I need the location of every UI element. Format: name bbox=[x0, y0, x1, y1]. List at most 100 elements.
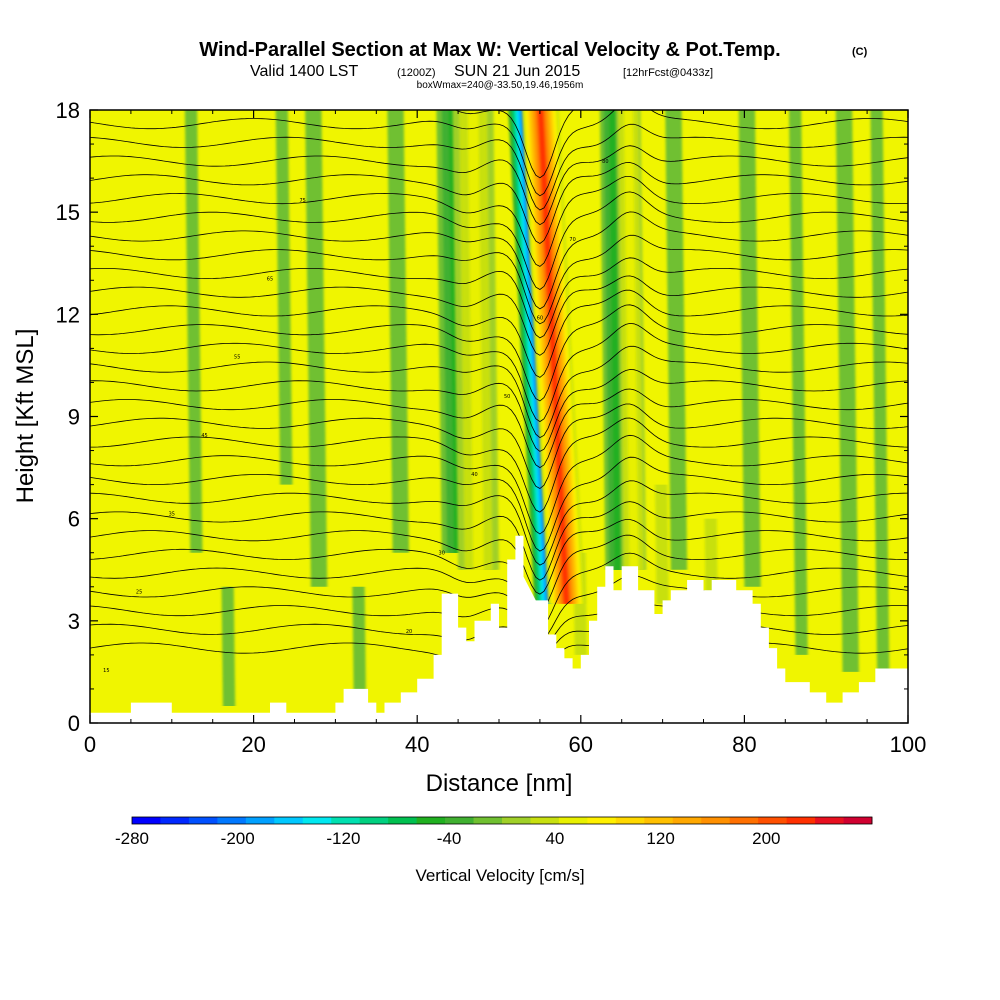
colorbar-swatch bbox=[615, 817, 645, 824]
contour-label: 60 bbox=[537, 315, 543, 321]
chart-title: Wind-Parallel Section at Max W: Vertical… bbox=[199, 39, 780, 61]
updraft-band-level bbox=[469, 110, 482, 570]
y-tick-label: 0 bbox=[68, 711, 80, 736]
pot-temp-contour bbox=[90, 534, 908, 612]
contour-label: 15 bbox=[103, 668, 109, 674]
colorbar-tick-label: -200 bbox=[221, 829, 255, 848]
x-axis-label: Distance [nm] bbox=[426, 770, 573, 797]
x-tick-label: 20 bbox=[241, 732, 265, 757]
colorbar-tick-label: 120 bbox=[646, 829, 674, 848]
weak-band-level bbox=[305, 110, 328, 587]
weak-band-level bbox=[221, 586, 236, 706]
y-tick-label: 6 bbox=[68, 507, 80, 532]
colorbar-tick-label: 200 bbox=[752, 829, 780, 848]
colorbar-tick-label: -40 bbox=[437, 829, 462, 848]
pot-temp-contour bbox=[90, 388, 908, 469]
y-axis-label: Height [Kft MSL] bbox=[12, 329, 39, 504]
contour-label: 30 bbox=[439, 550, 445, 556]
y-tick-label: 3 bbox=[68, 609, 80, 634]
colorbar-swatch bbox=[445, 817, 474, 824]
colorbar-swatch bbox=[758, 817, 788, 824]
weak-band bbox=[788, 110, 808, 655]
contour-label: 80 bbox=[602, 159, 608, 165]
updraft-band-level bbox=[626, 110, 636, 570]
x-axis: 0 20 40 60 80 100 bbox=[84, 110, 926, 757]
colorbar-swatch bbox=[245, 817, 275, 824]
pot-temp-contour bbox=[90, 575, 908, 641]
contour-label: 25 bbox=[136, 590, 142, 596]
pot-temp-contour bbox=[90, 417, 908, 513]
colorbar-tick-label: 40 bbox=[545, 829, 564, 848]
contour-label: 45 bbox=[201, 433, 207, 439]
weak-band-level bbox=[655, 484, 669, 604]
x-tick-label: 0 bbox=[84, 732, 96, 757]
downdraft-band-level bbox=[610, 110, 620, 570]
pot-temp-contour bbox=[90, 123, 908, 211]
colorbar-swatch bbox=[558, 817, 588, 824]
colorbar-swatch bbox=[729, 817, 759, 824]
colorbar-swatch bbox=[359, 817, 389, 824]
colorbar-swatch bbox=[644, 817, 674, 824]
pot-temp-contour bbox=[90, 289, 908, 378]
contour-label: 55 bbox=[234, 355, 240, 361]
weak-band bbox=[665, 110, 688, 570]
colorbar-tick-label: -120 bbox=[326, 829, 360, 848]
pot-temp-contour bbox=[90, 191, 908, 290]
colorbar-swatch bbox=[302, 817, 332, 824]
pot-temp-contour bbox=[90, 501, 908, 581]
weak-band-level bbox=[387, 110, 410, 553]
colorbar-swatch bbox=[587, 817, 617, 824]
colorbar-swatch bbox=[530, 817, 560, 824]
colorbar-swatch bbox=[160, 817, 190, 824]
pot-temp-contour bbox=[90, 211, 908, 310]
pot-temp-contour bbox=[90, 403, 908, 489]
updraft-band bbox=[616, 110, 647, 570]
colorbar-swatch bbox=[331, 817, 361, 824]
contour-label: 70 bbox=[569, 237, 575, 243]
weak-band-level bbox=[352, 586, 367, 706]
weak-band-level bbox=[665, 110, 688, 570]
weak-band-level bbox=[870, 110, 890, 689]
pot-temp-contour bbox=[90, 234, 908, 325]
y-tick-label: 12 bbox=[56, 302, 80, 327]
weak-band-level bbox=[738, 110, 761, 587]
colorbar-swatch bbox=[786, 817, 816, 824]
weak-band bbox=[221, 586, 236, 706]
pot-temp-contour bbox=[90, 304, 908, 402]
pot-temp-contour bbox=[90, 456, 908, 552]
pot-temp-contour bbox=[90, 145, 908, 226]
pot-temp-contour bbox=[90, 257, 908, 339]
colorbar-frame bbox=[131, 816, 873, 825]
colorbar-swatch bbox=[217, 817, 247, 824]
pot-temp-contour bbox=[90, 369, 908, 452]
contour-label: 65 bbox=[267, 276, 273, 282]
weak-band-level bbox=[835, 110, 859, 672]
y-tick-label: 9 bbox=[68, 405, 80, 430]
x-tick-label: 80 bbox=[732, 732, 756, 757]
colorbar-swatch bbox=[132, 817, 161, 824]
title-units-tag: (C) bbox=[852, 46, 868, 58]
pot-temp-contour bbox=[90, 519, 908, 595]
pot-temp-contour bbox=[90, 322, 908, 423]
pot-temp-contour bbox=[90, 345, 908, 439]
x-tick-label: 60 bbox=[569, 732, 593, 757]
weak-band bbox=[738, 110, 761, 587]
weak-band bbox=[184, 110, 203, 553]
pot-temp-contour bbox=[90, 552, 908, 629]
contour-label: 20 bbox=[406, 629, 412, 635]
pot-temp-contour bbox=[90, 110, 908, 197]
pot-temp-contours: 15 20 25 30 35 40 45 50 55 60 65 70 75 80 bbox=[90, 110, 908, 674]
y-tick-label: 15 bbox=[56, 200, 80, 225]
weak-band bbox=[870, 110, 890, 689]
plot-area: 15 20 25 30 35 40 45 50 55 60 65 70 75 80 bbox=[89, 109, 909, 724]
colorbar-ticks: -280 -200 -120 -40 40 120 200 bbox=[115, 829, 781, 848]
colorbar-swatch bbox=[473, 817, 503, 824]
terrain-mask bbox=[90, 535, 908, 723]
terrain bbox=[90, 535, 908, 723]
subtitle-row: Valid 1400 LST (1200Z) SUN 21 Jun 2015 [… bbox=[250, 63, 713, 80]
colorbar-swatch bbox=[416, 817, 446, 824]
colorbar-swatch bbox=[388, 817, 418, 824]
weak-band bbox=[655, 484, 669, 604]
colorbar-swatch bbox=[274, 817, 304, 824]
